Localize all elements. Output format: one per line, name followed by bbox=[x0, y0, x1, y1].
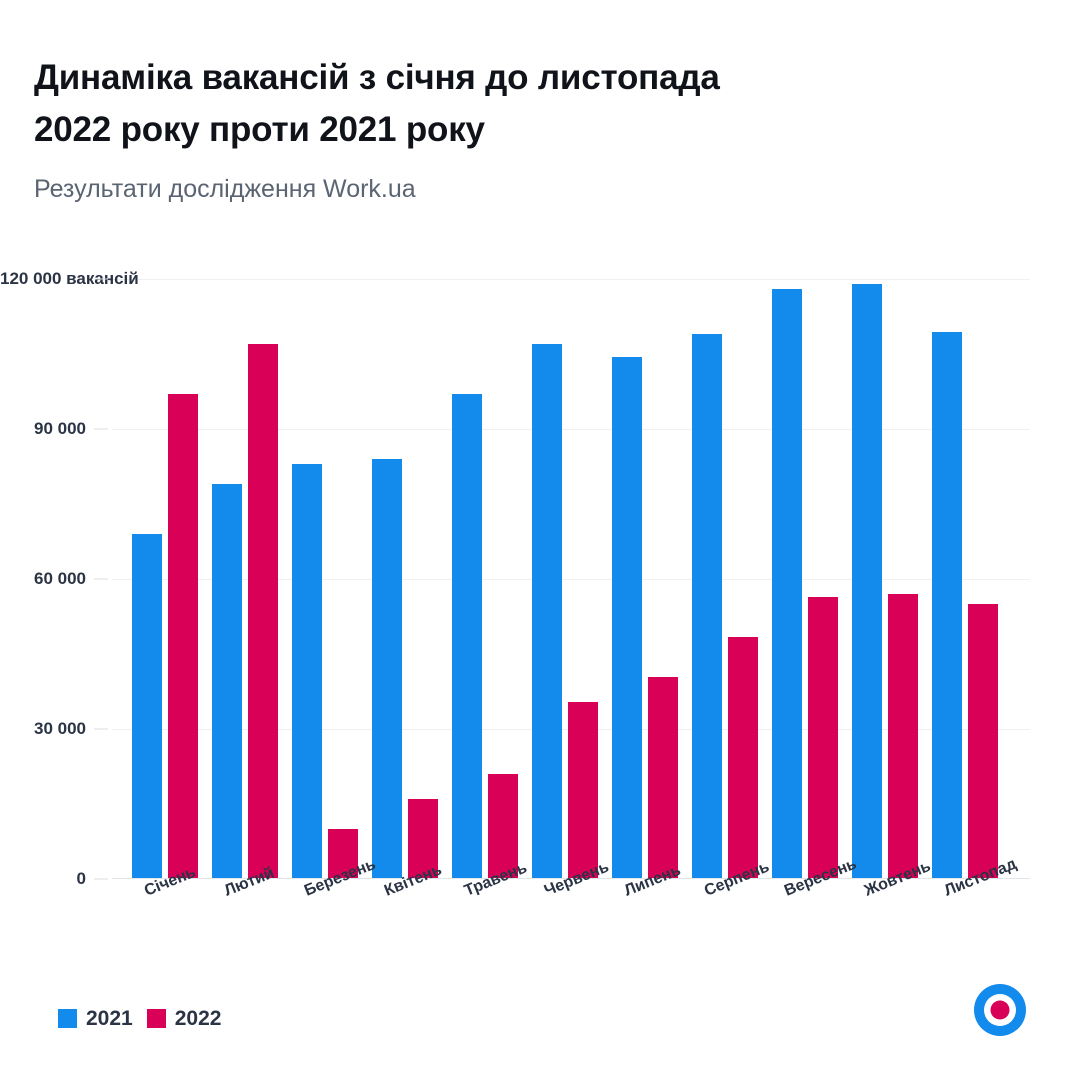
bar-2022[interactable] bbox=[728, 636, 758, 879]
bar-2022[interactable] bbox=[568, 701, 598, 879]
bar-2021[interactable] bbox=[452, 394, 482, 879]
y-axis-tick-mark bbox=[94, 578, 108, 580]
bar-group[interactable] bbox=[372, 279, 438, 879]
y-axis-tick-mark bbox=[94, 728, 108, 730]
bar-group[interactable] bbox=[292, 279, 358, 879]
y-axis-tick-label: 0 bbox=[76, 869, 86, 888]
bar-2021[interactable] bbox=[532, 344, 562, 879]
y-axis-tick-mark bbox=[94, 878, 108, 880]
bar-2021[interactable] bbox=[852, 284, 882, 879]
bar-2022[interactable] bbox=[408, 799, 438, 879]
plot-area bbox=[112, 279, 1030, 879]
gridline bbox=[112, 579, 1030, 580]
bar-2022[interactable] bbox=[168, 394, 198, 879]
bar-2022[interactable] bbox=[888, 594, 918, 879]
work-ua-logo bbox=[970, 980, 1030, 1040]
bar-groups bbox=[112, 279, 1030, 879]
bar-2021[interactable] bbox=[932, 331, 962, 879]
bar-group[interactable] bbox=[612, 279, 678, 879]
bar-2021[interactable] bbox=[612, 356, 642, 879]
y-axis-tick-label: 60 000 bbox=[34, 569, 86, 588]
bar-2021[interactable] bbox=[692, 334, 722, 879]
bar-2022[interactable] bbox=[248, 344, 278, 879]
y-axis-tick-label: 90 000 bbox=[34, 419, 86, 438]
bar-2022[interactable] bbox=[488, 774, 518, 879]
axis-baseline bbox=[112, 878, 1030, 879]
x-axis-labels: Січень Лютий Березень Квітень Травень Червень… bbox=[112, 855, 1030, 974]
page-subtitle: Результати дослідження Work.ua bbox=[34, 175, 416, 203]
bar-2021[interactable] bbox=[372, 459, 402, 879]
bar-group[interactable] bbox=[452, 279, 518, 879]
bar-2021[interactable] bbox=[772, 289, 802, 879]
legend-swatch-icon bbox=[58, 1009, 77, 1028]
legend-label: 2021 bbox=[86, 1007, 133, 1030]
page-title: Динаміка вакансій з січня до листопада 2… bbox=[34, 58, 720, 149]
legend-label: 2022 bbox=[174, 1007, 222, 1030]
y-axis-tick-label: 120 000 вакансій bbox=[0, 269, 139, 288]
y-axis-tick-mark bbox=[94, 428, 108, 430]
gridline bbox=[112, 279, 1030, 280]
legend-item-2022[interactable]: 2022 bbox=[146, 1007, 222, 1030]
legend-item-2021[interactable]: 2021 bbox=[58, 1008, 133, 1029]
chart-header: Динаміка вакансій з січня до листопада 2… bbox=[34, 52, 934, 204]
bar-2022[interactable] bbox=[968, 604, 998, 879]
bar-2021[interactable] bbox=[292, 464, 322, 879]
bar-group[interactable] bbox=[932, 279, 998, 879]
bar-2022[interactable] bbox=[648, 676, 678, 879]
y-axis-tick-label: 30 000 bbox=[34, 719, 86, 738]
bar-2022[interactable] bbox=[328, 829, 358, 879]
bar-group[interactable] bbox=[212, 279, 278, 879]
bar-2021[interactable] bbox=[212, 484, 242, 879]
bar-2022[interactable] bbox=[808, 596, 838, 879]
bar-group[interactable] bbox=[772, 279, 838, 879]
legend-swatch-icon bbox=[146, 1009, 166, 1028]
bar-group[interactable] bbox=[532, 279, 598, 879]
gridline bbox=[112, 429, 1030, 430]
bar-group[interactable] bbox=[692, 279, 758, 879]
bar-group[interactable] bbox=[852, 279, 918, 879]
y-axis-tick-mark bbox=[94, 278, 108, 280]
bar-2021[interactable] bbox=[132, 534, 162, 879]
chart-legend: 2021 2022 bbox=[58, 1008, 221, 1029]
bar-group[interactable] bbox=[132, 279, 198, 879]
